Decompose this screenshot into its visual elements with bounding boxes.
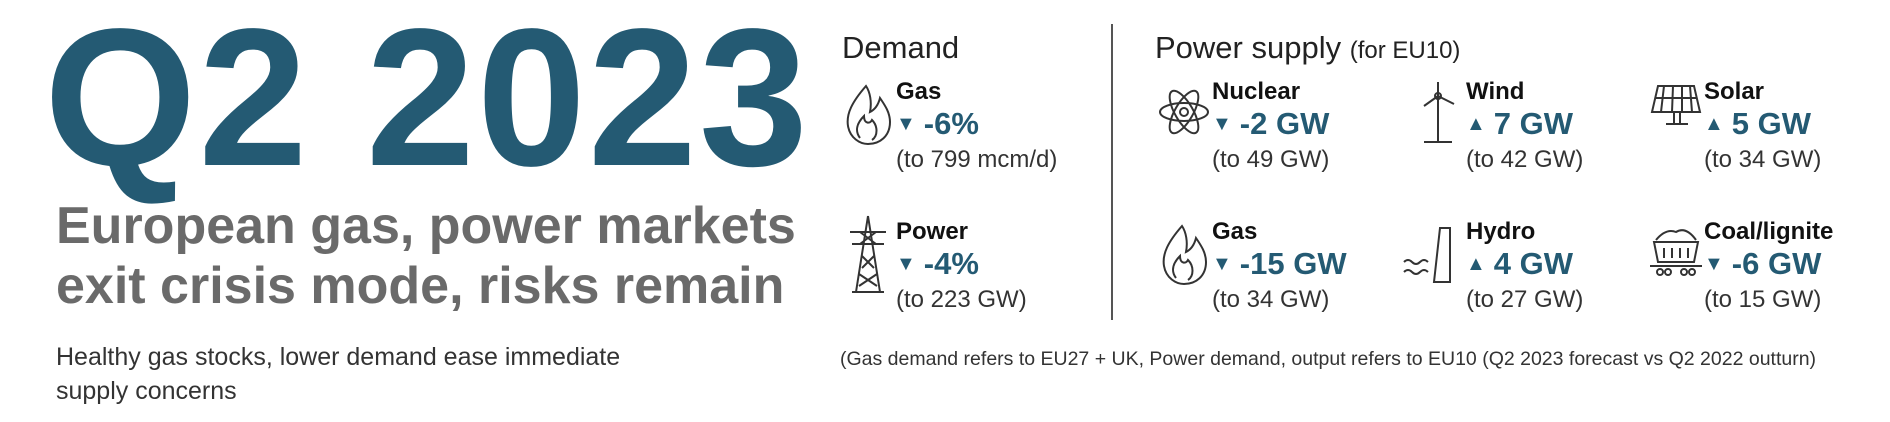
lead-line: supply concerns (56, 377, 237, 405)
item-total: (to 27 GW) (1466, 286, 1584, 313)
item-value: 5 GW (1731, 106, 1812, 141)
item-label: Wind (1466, 78, 1525, 105)
page-title: Q2 2023 (44, 0, 810, 207)
demand-heading: Demand (842, 30, 960, 65)
item-label: Coal/lignite (1704, 218, 1834, 245)
demand-gas: Gas ▼ -6% (to 799 mcm/d) (842, 78, 1062, 188)
supply-coal: Coal/lignite ▼ -6 GW (to 15 GW) (1650, 218, 1870, 328)
item-value: -4% (923, 246, 979, 281)
supply-wind: Wind ▲ 7 GW (to 42 GW) (1412, 78, 1632, 188)
lead-line: Healthy gas stocks, lower demand ease im… (56, 343, 621, 371)
supply-heading: Power supply (for EU10) (1155, 30, 1460, 66)
item-total: (to 34 GW) (1212, 286, 1330, 313)
down-arrow-icon: ▼ (896, 113, 916, 135)
down-arrow-icon: ▼ (1212, 253, 1232, 275)
demand-power: Power ▼ -4% (to 223 GW) (842, 215, 1062, 328)
item-value: -6 GW (1731, 246, 1822, 281)
supply-gas: Gas ▼ -15 GW (to 34 GW) (1158, 218, 1378, 328)
item-label: Power (896, 218, 969, 245)
up-arrow-icon: ▲ (1466, 113, 1486, 135)
item-change: ▼ -2 GW (1212, 106, 1329, 142)
headline-line: exit crisis mode, risks remain (56, 257, 785, 315)
supply-solar: Solar ▲ 5 GW (to 34 GW) (1650, 78, 1870, 188)
headline-line: European gas, power markets (56, 197, 796, 255)
wind-turbine-icon (1423, 82, 1455, 143)
coal-wagon-icon (1650, 229, 1702, 276)
supply-nuclear: Nuclear ▼ -2 GW (to 49 GW) (1158, 78, 1378, 188)
item-change: ▼ -4% (896, 246, 979, 282)
item-label: Gas (1212, 218, 1258, 245)
item-total: (to 49 GW) (1212, 146, 1330, 173)
up-arrow-icon: ▲ (1466, 253, 1486, 275)
item-change: ▼ -15 GW (1212, 246, 1347, 282)
supply-hydro: Hydro ▲ 4 GW (to 27 GW) (1403, 218, 1632, 328)
flame-icon (846, 84, 892, 146)
pylon-icon (850, 215, 886, 293)
item-total: (to 34 GW) (1704, 146, 1822, 173)
item-label: Nuclear (1212, 78, 1301, 105)
item-total: (to 42 GW) (1466, 146, 1584, 173)
up-arrow-icon: ▲ (1704, 113, 1724, 135)
headline: European gas, power markets exit crisis … (56, 196, 796, 316)
item-change: ▲ 4 GW (1466, 246, 1573, 282)
flame-icon (1162, 224, 1208, 286)
atom-icon (1159, 89, 1209, 135)
supply-heading-note: (for EU10) (1349, 37, 1461, 64)
down-arrow-icon: ▼ (1704, 253, 1724, 275)
divider (1111, 24, 1113, 320)
item-change: ▼ -6 GW (1704, 246, 1821, 282)
item-value: -15 GW (1239, 246, 1347, 281)
item-change: ▲ 5 GW (1704, 106, 1811, 142)
item-value: -2 GW (1239, 106, 1330, 141)
item-value: 7 GW (1493, 106, 1574, 141)
lead-text: Healthy gas stocks, lower demand ease im… (56, 340, 620, 408)
item-label: Solar (1704, 78, 1765, 105)
item-change: ▼ -6% (896, 106, 979, 142)
item-value: -6% (923, 106, 979, 141)
item-label: Gas (896, 78, 942, 105)
item-change: ▲ 7 GW (1466, 106, 1573, 142)
footnote: (Gas demand refers to EU27 + UK, Power d… (840, 348, 1817, 370)
down-arrow-icon: ▼ (896, 253, 916, 275)
item-label: Hydro (1466, 218, 1536, 245)
dam-icon (1403, 227, 1451, 283)
solar-panel-icon (1650, 85, 1702, 125)
supply-heading-text: Power supply (1155, 30, 1342, 65)
item-value: 4 GW (1493, 246, 1574, 281)
item-total: (to 223 GW) (896, 286, 1027, 313)
item-total: (to 799 mcm/d) (896, 146, 1058, 173)
item-total: (to 15 GW) (1704, 286, 1822, 313)
down-arrow-icon: ▼ (1212, 113, 1232, 135)
